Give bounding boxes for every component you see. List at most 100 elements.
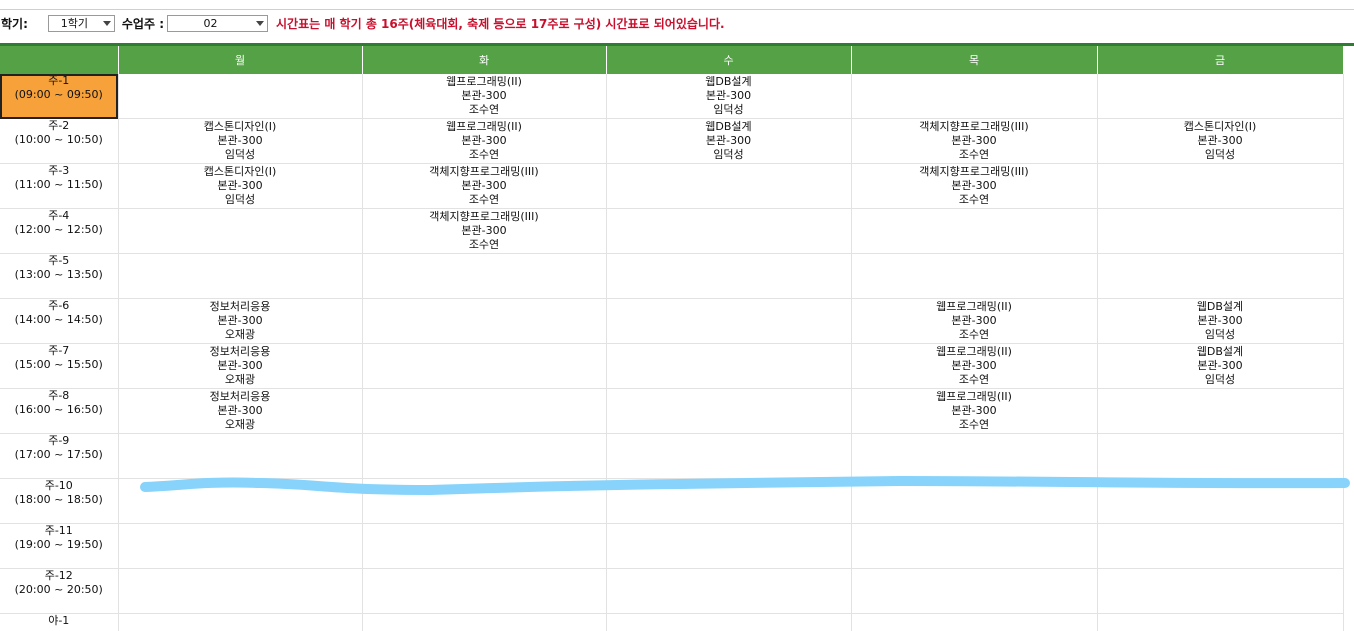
class-cell[interactable] xyxy=(1097,434,1343,479)
class-cell[interactable] xyxy=(1097,74,1343,119)
period-label: 주-1 xyxy=(0,74,118,88)
class-cell[interactable] xyxy=(118,209,362,254)
class-cell[interactable] xyxy=(606,479,851,524)
period-label: 주-12 xyxy=(0,569,118,583)
period-cell[interactable]: 주-9(17:00 ~ 17:50) xyxy=(0,434,118,479)
period-cell[interactable]: 주-6(14:00 ~ 14:50) xyxy=(0,299,118,344)
class-cell[interactable] xyxy=(606,434,851,479)
class-cell[interactable] xyxy=(1097,614,1343,631)
class-teacher: 조수연 xyxy=(852,418,1097,432)
class-cell[interactable] xyxy=(362,569,606,614)
period-time: (12:00 ~ 12:50) xyxy=(0,223,118,237)
timetable-row: 야-1 xyxy=(0,614,1343,631)
class-cell[interactable] xyxy=(606,254,851,299)
class-cell[interactable] xyxy=(606,389,851,434)
class-cell[interactable] xyxy=(606,164,851,209)
period-cell[interactable]: 주-8(16:00 ~ 16:50) xyxy=(0,389,118,434)
class-cell[interactable] xyxy=(851,434,1097,479)
class-cell[interactable] xyxy=(851,254,1097,299)
class-cell[interactable] xyxy=(362,344,606,389)
period-cell[interactable]: 주-5(13:00 ~ 13:50) xyxy=(0,254,118,299)
class-room: 본관-300 xyxy=(119,179,362,193)
class-cell[interactable] xyxy=(851,524,1097,569)
class-cell[interactable] xyxy=(118,434,362,479)
class-cell[interactable] xyxy=(118,614,362,631)
class-cell[interactable] xyxy=(851,209,1097,254)
class-cell[interactable] xyxy=(606,569,851,614)
class-cell[interactable] xyxy=(851,74,1097,119)
class-cell[interactable] xyxy=(851,569,1097,614)
period-cell[interactable]: 야-1 xyxy=(0,614,118,631)
class-room: 본관-300 xyxy=(607,134,851,148)
class-cell[interactable] xyxy=(362,479,606,524)
class-room: 본관-300 xyxy=(363,224,606,238)
class-cell[interactable] xyxy=(362,614,606,631)
class-cell[interactable] xyxy=(851,614,1097,631)
class-cell[interactable] xyxy=(118,74,362,119)
period-cell[interactable]: 주-2(10:00 ~ 10:50) xyxy=(0,119,118,164)
class-cell[interactable] xyxy=(606,524,851,569)
class-room: 본관-300 xyxy=(1098,134,1343,148)
class-cell[interactable] xyxy=(1097,254,1343,299)
period-cell[interactable]: 주-12(20:00 ~ 20:50) xyxy=(0,569,118,614)
period-cell[interactable]: 주-4(12:00 ~ 12:50) xyxy=(0,209,118,254)
class-cell[interactable] xyxy=(1097,389,1343,434)
semester-select[interactable]: 1학기 xyxy=(48,15,115,32)
timetable-notice: 시간표는 매 학기 총 16주(체육대회, 축제 등으로 17주로 구성) 시간… xyxy=(276,15,725,32)
class-cell[interactable] xyxy=(606,299,851,344)
day-header-row: 월 화 수 목 금 xyxy=(0,46,1343,74)
class-cell[interactable] xyxy=(362,434,606,479)
class-cell[interactable] xyxy=(118,479,362,524)
period-cell[interactable]: 주-7(15:00 ~ 15:50) xyxy=(0,344,118,389)
timetable-grid: 월 화 수 목 금 주-1(09:00 ~ 09:50)웹프로그래밍(II)본관… xyxy=(0,43,1354,631)
class-cell[interactable] xyxy=(362,389,606,434)
class-cell[interactable] xyxy=(606,209,851,254)
class-cell[interactable] xyxy=(118,569,362,614)
period-cell[interactable]: 주-1(09:00 ~ 09:50) xyxy=(0,74,118,119)
class-room: 본관-300 xyxy=(363,179,606,193)
class-cell[interactable] xyxy=(362,254,606,299)
class-cell[interactable] xyxy=(1097,524,1343,569)
class-cell[interactable] xyxy=(1097,569,1343,614)
class-course: 캡스톤디자인(I) xyxy=(119,165,362,179)
class-cell[interactable] xyxy=(606,344,851,389)
timetable-row: 주-5(13:00 ~ 13:50) xyxy=(0,254,1343,299)
class-cell[interactable] xyxy=(362,524,606,569)
class-cell[interactable] xyxy=(1097,479,1343,524)
period-cell[interactable]: 주-11(19:00 ~ 19:50) xyxy=(0,524,118,569)
class-cell[interactable] xyxy=(606,614,851,631)
week-select[interactable]: 02 xyxy=(167,15,268,32)
class-cell[interactable] xyxy=(1097,164,1343,209)
class-cell[interactable] xyxy=(1097,209,1343,254)
class-cell[interactable] xyxy=(118,524,362,569)
period-cell[interactable]: 주-3(11:00 ~ 11:50) xyxy=(0,164,118,209)
class-cell[interactable] xyxy=(851,479,1097,524)
class-cell[interactable] xyxy=(118,254,362,299)
period-cell[interactable]: 주-10(18:00 ~ 18:50) xyxy=(0,479,118,524)
class-course: 웹프로그래밍(II) xyxy=(363,75,606,89)
class-cell[interactable] xyxy=(362,299,606,344)
